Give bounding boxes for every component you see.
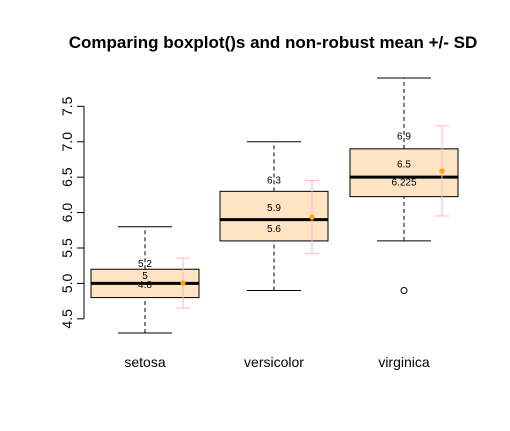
x-category-label: setosa bbox=[124, 354, 165, 370]
y-tick-label: 5.5 bbox=[59, 238, 75, 258]
mean-sd-markers bbox=[176, 125, 449, 309]
box-stat-label: 5.6 bbox=[267, 224, 281, 235]
box-stat-label: 6.225 bbox=[391, 177, 416, 188]
box-virginica bbox=[349, 77, 459, 294]
box-stat-label: 5.9 bbox=[267, 203, 281, 214]
mean-sd-setosa bbox=[176, 257, 190, 309]
x-category-label: versicolor bbox=[244, 354, 304, 370]
y-tick-label: 7.0 bbox=[59, 132, 75, 152]
box-stat-label: 6.5 bbox=[397, 160, 411, 171]
mean-point bbox=[439, 168, 445, 174]
stat-labels: 5.254.8 6.3 5.9 5.6 6.9 6.5 6.225 bbox=[138, 131, 417, 291]
chart-title: Comparing boxplot()s and non-robust mean… bbox=[69, 33, 477, 52]
box-setosa bbox=[90, 226, 200, 334]
outlier-point bbox=[400, 287, 408, 294]
y-tick-label: 6.0 bbox=[59, 203, 75, 223]
mean-point bbox=[180, 280, 186, 286]
box-iqr bbox=[349, 148, 459, 198]
y-axis: 4.5 5.0 5.5 6.0 6.5 7.0 7.5 bbox=[59, 96, 85, 329]
mean-point bbox=[309, 214, 315, 220]
box-stat-label: 5.2 bbox=[138, 259, 152, 270]
box-stat-label: 5 bbox=[142, 271, 148, 282]
y-tick-label: 5.0 bbox=[59, 273, 75, 293]
y-tick-label: 7.5 bbox=[59, 96, 75, 116]
mean-sd-virginica bbox=[435, 125, 449, 217]
y-tick-label: 6.5 bbox=[59, 167, 75, 187]
y-tick-label: 4.5 bbox=[59, 309, 75, 329]
box-stat-label: 4.8 bbox=[138, 280, 152, 291]
box-stat-label: 6.9 bbox=[397, 131, 411, 142]
x-axis-labels: setosa versicolor virginica bbox=[124, 354, 430, 370]
mean-sd-versicolor bbox=[305, 180, 319, 255]
x-category-label: virginica bbox=[378, 354, 430, 370]
box-stat-label: 6.3 bbox=[267, 175, 281, 186]
